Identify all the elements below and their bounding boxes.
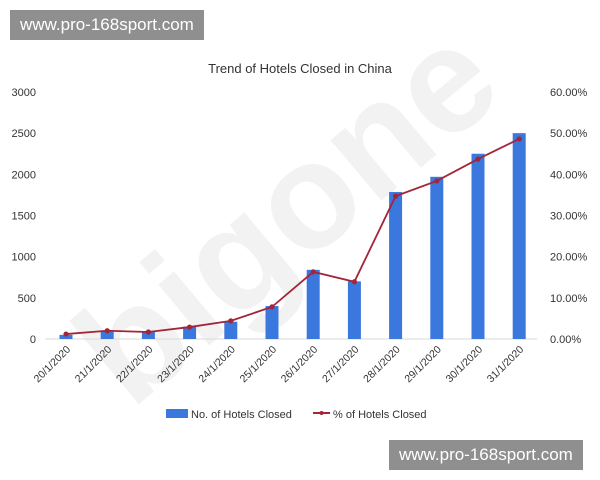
y-left-tick-label: 3000 <box>12 87 36 99</box>
line-point <box>104 328 110 334</box>
bar <box>389 192 403 339</box>
line-point <box>516 136 522 142</box>
bar <box>430 176 444 339</box>
bar <box>265 306 279 339</box>
bar <box>471 153 485 339</box>
y-right-tick-label: 40.00% <box>550 169 588 181</box>
bar <box>141 331 155 339</box>
legend-label-bars: No. of Hotels Closed <box>191 409 292 421</box>
legend-label-line: % of Hotels Closed <box>333 409 427 421</box>
chart-title: Trend of Hotels Closed in China <box>208 61 393 76</box>
x-tick-label: 31/1/2020 <box>485 344 527 386</box>
legend-swatch-bars <box>166 409 188 418</box>
y-left-tick-label: 2000 <box>12 169 36 181</box>
x-tick-label: 29/1/2020 <box>402 344 444 386</box>
line-point <box>228 318 234 324</box>
y-right-tick-label: 50.00% <box>550 128 588 140</box>
y-right-tick-label: 0.00% <box>550 334 581 346</box>
legend-swatch-marker <box>319 411 324 415</box>
line-point <box>269 304 275 310</box>
x-tick-label: 27/1/2020 <box>320 344 362 386</box>
y-right-tick-label: 60.00% <box>550 87 588 99</box>
y-right-tick-label: 20.00% <box>550 252 588 264</box>
bar <box>347 281 361 339</box>
x-tick-label: 28/1/2020 <box>361 344 403 386</box>
y-left-tick-label: 2500 <box>12 128 36 140</box>
line-point <box>475 156 481 162</box>
line-point <box>63 331 69 337</box>
x-tick-label: 26/1/2020 <box>279 344 321 386</box>
bar <box>59 334 73 339</box>
line-point <box>187 324 193 330</box>
x-tick-label: 20/1/2020 <box>32 344 74 386</box>
legend: No. of Hotels Closed % of Hotels Closed <box>166 409 427 421</box>
line-point <box>434 178 440 184</box>
watermark-top: www.pro-168sport.com <box>10 10 204 40</box>
bar <box>100 330 114 339</box>
series-line <box>65 138 520 335</box>
line-point <box>393 193 399 199</box>
bar <box>224 321 238 339</box>
y-right-tick-label: 30.00% <box>550 211 588 223</box>
y-left-tick-label: 500 <box>18 293 36 305</box>
y-left-tick-label: 0 <box>30 334 36 346</box>
y-left-tick-label: 1500 <box>12 211 36 223</box>
line-point <box>145 329 151 335</box>
bar <box>512 133 526 339</box>
watermark-bottom: www.pro-168sport.com <box>389 440 583 470</box>
bar <box>183 326 197 339</box>
bar <box>306 269 320 339</box>
y-left-tick-label: 1000 <box>12 252 36 264</box>
line-point <box>310 269 316 275</box>
x-tick-label: 30/1/2020 <box>444 344 486 386</box>
y-right-tick-label: 10.00% <box>550 293 588 305</box>
line-point <box>351 279 357 285</box>
